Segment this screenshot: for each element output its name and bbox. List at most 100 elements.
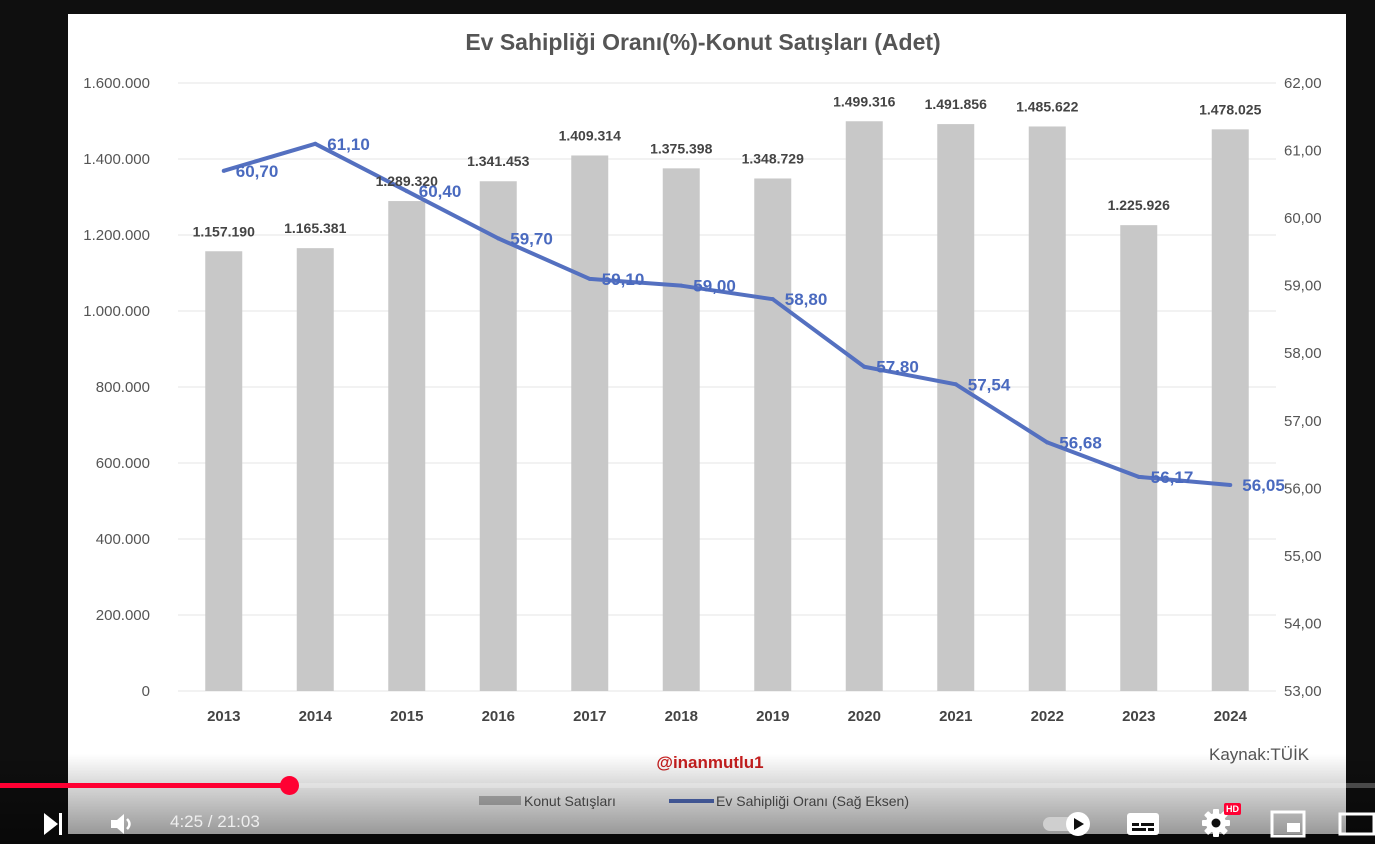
progress-bar[interactable]: [0, 776, 1375, 795]
line-value-label: 56,05: [1242, 476, 1285, 495]
settings-button[interactable]: [1196, 806, 1236, 840]
bar-value-label: 1.157.190: [193, 223, 255, 239]
next-button[interactable]: [34, 808, 70, 840]
bar-value-label: 1.348.729: [742, 150, 804, 166]
x-axis-tick-label: 2018: [665, 708, 698, 725]
bar: [1120, 225, 1158, 691]
right-axis-tick-label: 54,00: [1284, 615, 1322, 632]
line-value-label: 59,00: [693, 277, 736, 296]
line-point: [679, 283, 684, 288]
line-value-label: 56,17: [1151, 468, 1194, 487]
right-axis-tick-label: 57,00: [1284, 413, 1322, 430]
line-value-label: 56,68: [1059, 433, 1102, 452]
x-axis-tick-label: 2022: [1031, 708, 1064, 725]
bar: [845, 121, 883, 692]
bar: [754, 178, 792, 692]
bar: [388, 201, 426, 691]
line-value-label: 59,10: [602, 270, 645, 289]
line-point: [404, 189, 409, 194]
left-axis-tick-label: 600.000: [96, 455, 150, 472]
x-axis-tick-label: 2015: [390, 708, 423, 725]
x-axis-tick-label: 2023: [1122, 708, 1155, 725]
x-axis-tick-label: 2024: [1214, 708, 1248, 725]
hd-badge: HD: [1224, 803, 1241, 815]
progress-played: [0, 783, 289, 788]
left-axis-tick-label: 1.600.000: [83, 75, 150, 92]
legend-line-label: Ev Sahipliği Oranı (Sağ Eksen): [716, 793, 909, 809]
miniplayer-button[interactable]: [1268, 808, 1308, 840]
line-series: [221, 141, 1233, 487]
line-value-label: 60,40: [419, 182, 462, 201]
x-axis-tick-label: 2020: [848, 708, 881, 725]
right-axis-tick-label: 59,00: [1284, 278, 1322, 295]
bar: [571, 155, 609, 691]
line-point: [587, 276, 592, 281]
autoplay-toggle-icon: [1043, 812, 1090, 836]
left-axis-tick-label: 400.000: [96, 531, 150, 548]
theater-mode-icon: [1338, 812, 1375, 836]
subtitles-icon: [1127, 813, 1159, 835]
grid-lines: [178, 82, 1276, 692]
line-point: [1045, 440, 1050, 445]
left-axis-tick-label: 800.000: [96, 379, 150, 396]
left-axis-tick-label: 0: [142, 683, 150, 700]
line-value-label: 58,80: [785, 290, 828, 309]
line-value-label: 57,54: [968, 375, 1011, 394]
right-axis-tick-label: 62,00: [1284, 75, 1322, 92]
bar: [1028, 126, 1066, 692]
source-label: Kaynak:TÜİK: [1209, 745, 1310, 764]
skip-next-icon: [44, 813, 62, 835]
axes: 0 200.000 400.000 600.000 800.000 1.000.000 1.…: [83, 75, 1321, 725]
bar-series: [205, 121, 1249, 692]
bar-value-label: 1.409.314: [559, 127, 621, 143]
bar-value-label: 1.491.856: [925, 96, 987, 112]
video-frame[interactable]: Ev Sahipliği Oranı(%)-Konut Satışları (A…: [68, 14, 1346, 834]
chart-title: Ev Sahipliği Oranı(%)-Konut Satışları (A…: [465, 29, 940, 55]
bar-value-label: 1.225.926: [1108, 197, 1170, 213]
bar-value-label: 1.289.320: [376, 173, 438, 189]
right-axis-tick-label: 53,00: [1284, 683, 1322, 700]
bar: [296, 248, 334, 691]
bar-value-label: 1.375.398: [650, 140, 712, 156]
line-series-path: [223, 141, 1231, 487]
line-value-label: 60,70: [236, 162, 279, 181]
x-axis-tick-label: 2013: [207, 708, 240, 725]
settings-gear-icon: [1202, 809, 1230, 837]
x-axis-tick-label: 2021: [939, 708, 972, 725]
right-axis-tick-label: 55,00: [1284, 548, 1322, 565]
right-axis-tick-label: 56,00: [1284, 480, 1322, 497]
line-point: [1228, 482, 1233, 487]
theater-mode-button[interactable]: [1337, 808, 1375, 840]
progress-scrubber-handle[interactable]: [279, 776, 299, 795]
bar-value-label: 1.485.622: [1016, 98, 1078, 114]
bar-value-label: 1.341.453: [467, 153, 529, 169]
right-axis-tick-label: 61,00: [1284, 143, 1322, 160]
line-value-label: 61,10: [327, 135, 370, 154]
bar: [205, 251, 243, 691]
left-axis-tick-label: 200.000: [96, 607, 150, 624]
right-axis-tick-label: 60,00: [1284, 210, 1322, 227]
volume-button[interactable]: [104, 808, 140, 840]
left-axis-tick-label: 1.400.000: [83, 151, 150, 168]
legend-bar-swatch: [479, 796, 521, 805]
line-point: [770, 297, 775, 302]
bar-value-label: 1.478.025: [1199, 101, 1261, 117]
x-axis-tick-label: 2017: [573, 708, 606, 725]
left-axis-tick-label: 1.200.000: [83, 227, 150, 244]
line-point: [313, 141, 318, 146]
x-axis-tick-label: 2019: [756, 708, 789, 725]
line-point: [496, 236, 501, 241]
line-point: [953, 382, 958, 387]
subtitles-button[interactable]: [1124, 808, 1162, 840]
bar: [1211, 129, 1249, 692]
bar: [937, 124, 975, 691]
time-display: 4:25 / 21:03: [170, 812, 260, 831]
x-axis-tick-label: 2014: [299, 708, 333, 725]
line-value-label: 59,70: [510, 229, 553, 248]
line-point: [1136, 474, 1141, 479]
legend: Konut Satışları Ev Sahipliği Oranı (Sağ …: [479, 793, 909, 809]
bar: [662, 168, 700, 691]
autoplay-toggle[interactable]: [1040, 808, 1096, 840]
x-axis-tick-label: 2016: [482, 708, 515, 725]
